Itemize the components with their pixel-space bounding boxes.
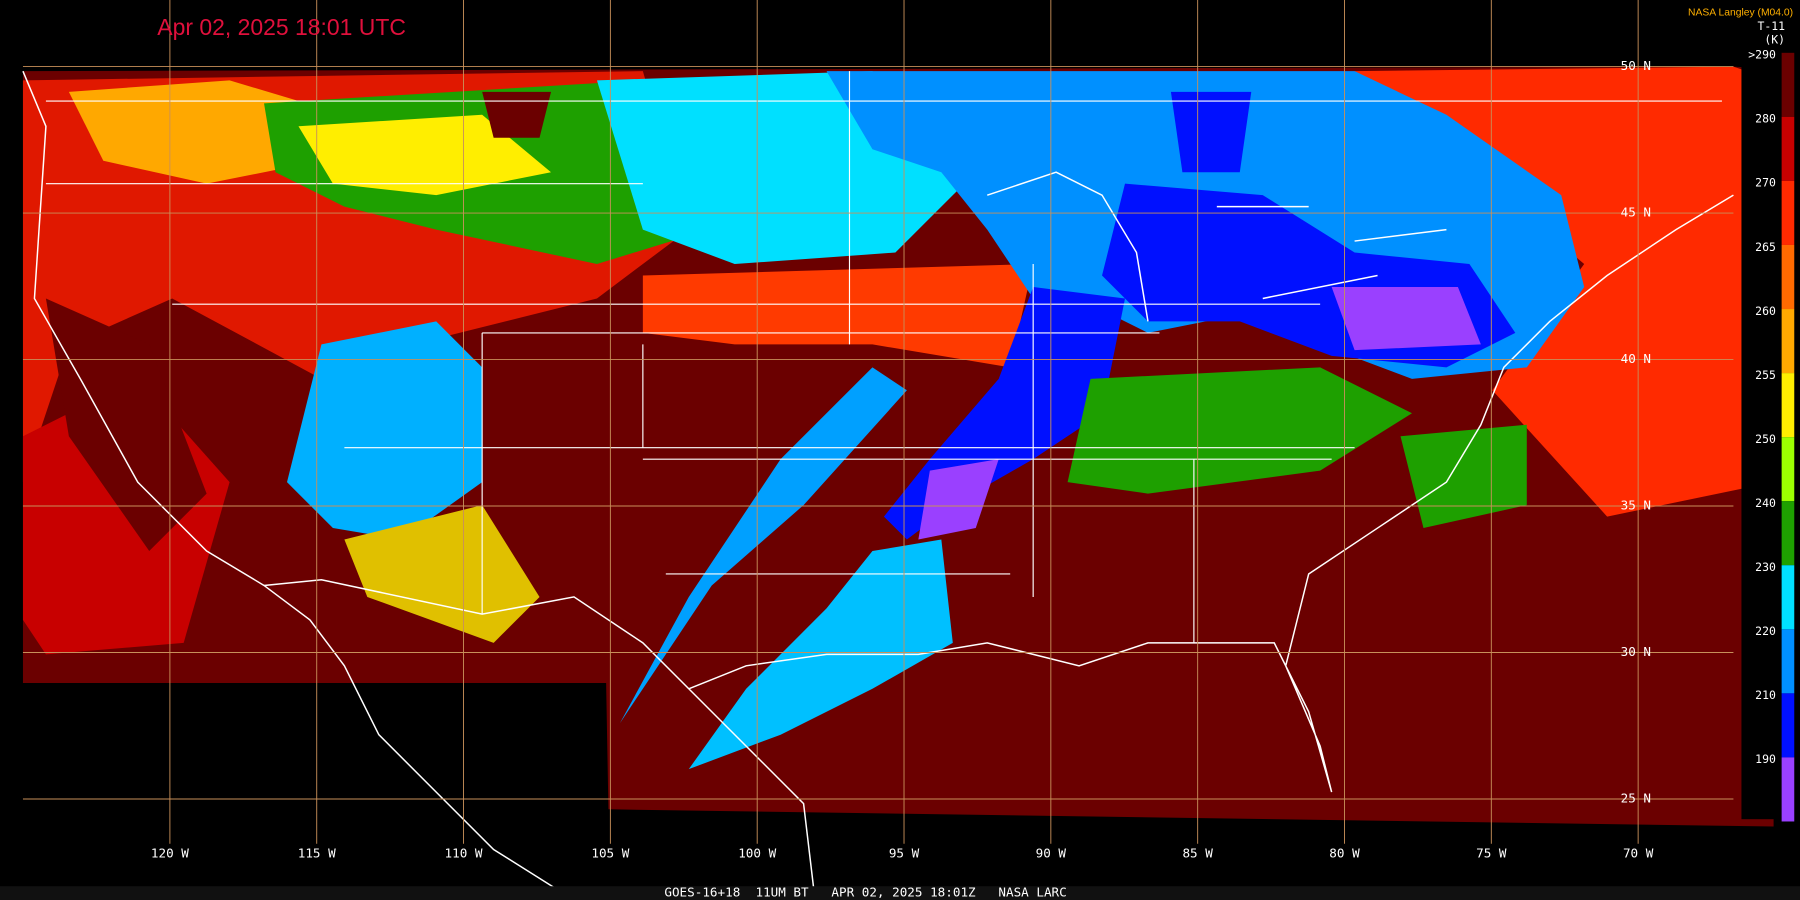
region-warmest <box>482 91 552 138</box>
colorbar-label: 210 <box>1755 688 1776 702</box>
state-borders <box>45 71 1722 643</box>
colorbar-label: 260 <box>1755 304 1776 318</box>
longitude-label: 115 W <box>298 846 336 861</box>
great-lakes <box>987 171 1447 322</box>
latitude-label: 30 N <box>1621 644 1651 659</box>
colorbar-segment <box>1781 52 1795 117</box>
graticule <box>22 0 1734 844</box>
latitude-label: 35 N <box>1621 498 1651 513</box>
colorbar-label: 270 <box>1755 176 1776 190</box>
colorbar-title: T-11 <box>1757 19 1785 33</box>
longitude-label: 110 W <box>445 846 483 861</box>
region-mid <box>1400 424 1527 529</box>
colorbar-label: 240 <box>1755 496 1776 510</box>
region-cold <box>286 321 483 540</box>
latitude-label: 50 N <box>1621 58 1651 73</box>
footer-bar <box>0 886 1800 900</box>
colorbar-segment <box>1781 373 1795 438</box>
colorbar-segment <box>1781 244 1795 310</box>
region-warm <box>642 264 1034 368</box>
longitude-label: 70 W <box>1623 846 1654 861</box>
latitude-label: 45 N <box>1621 205 1651 220</box>
longitude-label: 80 W <box>1329 846 1360 861</box>
footer: GOES-16+18 11UM BT APR 02, 2025 18:01Z N… <box>664 885 1066 900</box>
colorbar-label: 250 <box>1755 432 1776 446</box>
region-mid <box>298 114 552 196</box>
border <box>263 578 816 900</box>
colorbar-segment <box>1781 309 1795 374</box>
colorbar-label: 230 <box>1755 560 1776 574</box>
region-mid <box>344 505 540 643</box>
colorbar-segment <box>1781 116 1795 181</box>
coastline <box>688 194 1734 793</box>
longitude-label: 85 W <box>1182 846 1213 861</box>
source-label: NASA Langley (M04.0) <box>1688 7 1793 18</box>
latitude-label: 25 N <box>1621 790 1651 805</box>
colorbar-label: 220 <box>1755 624 1776 638</box>
imagery <box>22 66 1774 827</box>
colorbar-label: 255 <box>1755 368 1776 382</box>
title: Apr 02, 2025 18:01 UTC <box>157 14 406 40</box>
region-warm <box>1354 66 1774 517</box>
colorbar-label: 280 <box>1755 112 1776 126</box>
colorbar-segment <box>1781 501 1795 566</box>
colorbar-label: 190 <box>1755 752 1776 766</box>
colorbar-unit: (K) <box>1764 33 1785 47</box>
region-warmest <box>45 298 207 552</box>
colorbar-segment <box>1781 693 1795 758</box>
region-mid <box>1067 367 1412 494</box>
region-coldest <box>918 459 999 540</box>
longitude-label: 100 W <box>738 846 776 861</box>
colorbar-label: 265 <box>1755 240 1776 254</box>
longitude-label: 75 W <box>1476 846 1507 861</box>
region-coldest <box>1331 286 1481 351</box>
region-cold <box>619 367 907 724</box>
latitude-label: 40 N <box>1621 351 1651 366</box>
longitude-label: 90 W <box>1036 846 1067 861</box>
longitude-label: 105 W <box>591 846 629 861</box>
colorbar-segment <box>1781 565 1795 630</box>
region-cold <box>688 539 953 770</box>
colorbar-segment <box>1781 757 1795 822</box>
colorbar-segment <box>1781 629 1795 694</box>
colorbar-label: >290 <box>1748 48 1776 62</box>
colorbar-segment <box>1781 180 1795 245</box>
colorbar-segment <box>1781 437 1795 502</box>
outlines <box>22 70 1734 900</box>
longitude-label: 120 W <box>151 846 189 861</box>
longitude-label: 95 W <box>889 846 920 861</box>
region-coldest <box>1170 91 1252 173</box>
